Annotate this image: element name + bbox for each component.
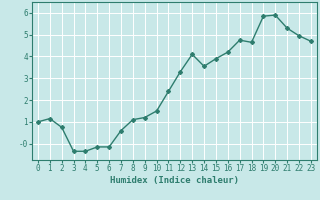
X-axis label: Humidex (Indice chaleur): Humidex (Indice chaleur) [110, 176, 239, 185]
